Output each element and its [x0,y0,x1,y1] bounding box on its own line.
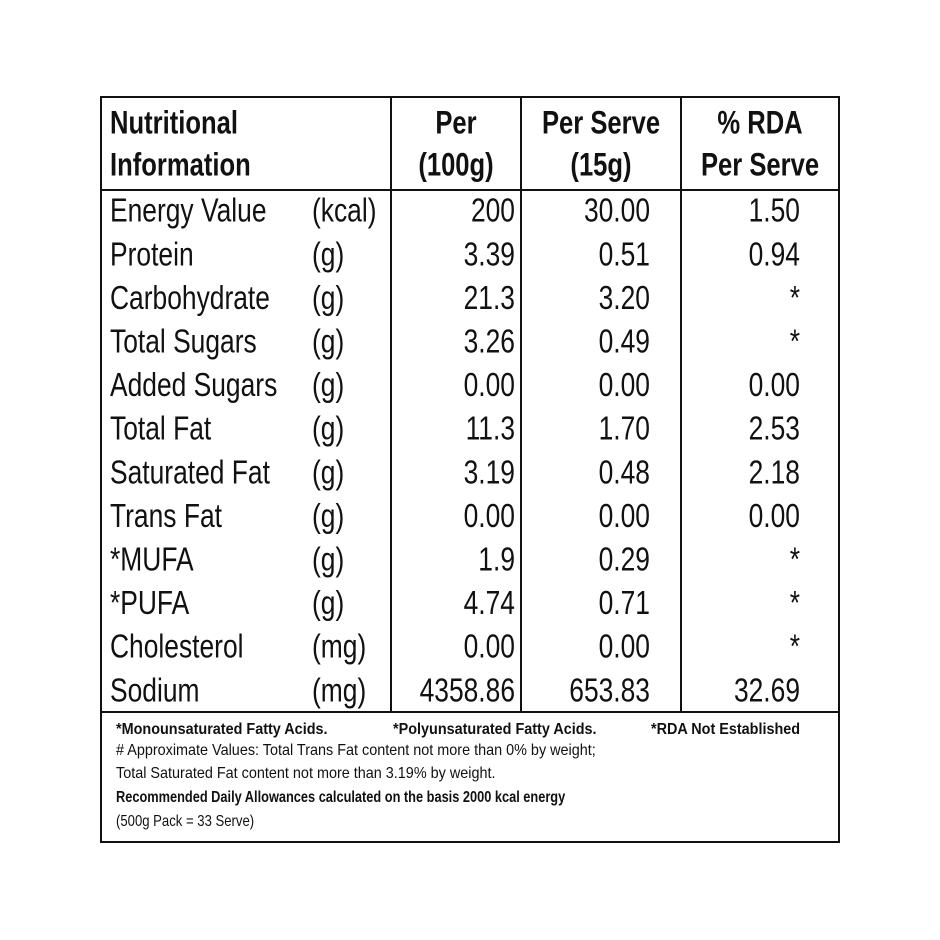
unit: (g) [312,585,344,621]
value-cell: 200 [471,193,515,229]
nutrient-name: *MUFA [110,542,194,578]
value-cell: 1.50 [749,193,800,229]
footnote: Total Saturated Fat content not more tha… [116,765,495,783]
header-cell: Information [110,148,251,183]
footnote: *Polyunsaturated Fatty Acids. [393,721,597,739]
value-cell: 30.00 [584,193,650,229]
value-cell: * [790,629,801,665]
value-cell: 0.00 [599,498,650,534]
unit: (g) [312,324,344,360]
header-cell: (15g) [570,148,631,183]
footnote: Recommended Daily Allowances calculated … [116,789,565,807]
value-cell: 0.29 [599,542,650,578]
value-cell: 2.18 [749,455,800,491]
footnote: (500g Pack = 33 Serve) [116,813,254,830]
value-cell: 0.00 [464,629,515,665]
value-cell: 1.70 [599,411,650,447]
nutrient-name: Added Sugars [110,367,277,403]
value-cell: 21.3 [464,280,515,316]
value-cell: 1.9 [478,542,515,578]
value-cell: 0.71 [599,585,650,621]
value-cell: 32.69 [734,673,800,709]
unit: (mg) [312,673,366,709]
value-cell: 4.74 [464,585,515,621]
value-cell: 0.00 [749,367,800,403]
value-cell: 4358.86 [420,673,515,709]
value-cell: 0.94 [749,237,800,273]
nutrient-name: Carbohydrate [110,280,270,316]
value-cell: 11.3 [466,411,515,447]
header-cell: % RDA [717,106,802,141]
value-cell: 3.26 [464,324,515,360]
unit: (g) [312,367,344,403]
value-cell: 653.83 [569,673,650,709]
unit: (g) [312,280,344,316]
unit: (g) [312,542,344,578]
header-cell: Per [435,106,476,141]
value-cell: * [790,324,801,360]
value-cell: 0.00 [749,498,800,534]
header-cell: (100g) [418,148,493,183]
table-border [100,96,840,843]
unit: (kcal) [312,193,377,229]
value-cell: 2.53 [749,411,800,447]
nutrient-name: Total Sugars [110,324,257,360]
nutrient-name: Saturated Fat [110,455,271,491]
value-cell: * [790,585,801,621]
nutrient-name: Sodium [110,673,199,709]
value-cell: 0.49 [599,324,650,360]
value-cell: 0.00 [464,367,515,403]
unit: (g) [312,455,344,491]
unit: (g) [312,498,344,534]
unit: (g) [312,411,344,447]
value-cell: 0.51 [599,237,650,273]
nutrient-name: Energy Value [110,193,267,229]
value-cell: 0.00 [464,498,515,534]
header-cell: Per Serve [542,106,660,141]
value-cell: 0.00 [599,629,650,665]
value-cell: 3.19 [464,455,515,491]
value-cell: * [790,280,801,316]
nutrient-name: Cholesterol [110,629,244,665]
footnote: *RDA Not Established [651,721,800,739]
header-cell: Nutritional [110,106,238,141]
value-cell: 0.00 [599,367,650,403]
unit: (mg) [312,629,366,665]
nutrient-name: *PUFA [110,585,189,621]
nutrient-name: Protein [110,237,194,273]
value-cell: 0.48 [599,455,650,491]
nutrient-name: Trans Fat [110,498,223,534]
nutrient-name: Total Fat [110,411,212,447]
header-cell: Per Serve [701,148,819,183]
value-cell: 3.20 [599,280,650,316]
unit: (g) [312,237,344,273]
value-cell: 3.39 [464,237,515,273]
footnote: # Approximate Values: Total Trans Fat co… [116,742,596,760]
value-cell: * [790,542,801,578]
footnote: *Monounsaturated Fatty Acids. [116,721,328,739]
